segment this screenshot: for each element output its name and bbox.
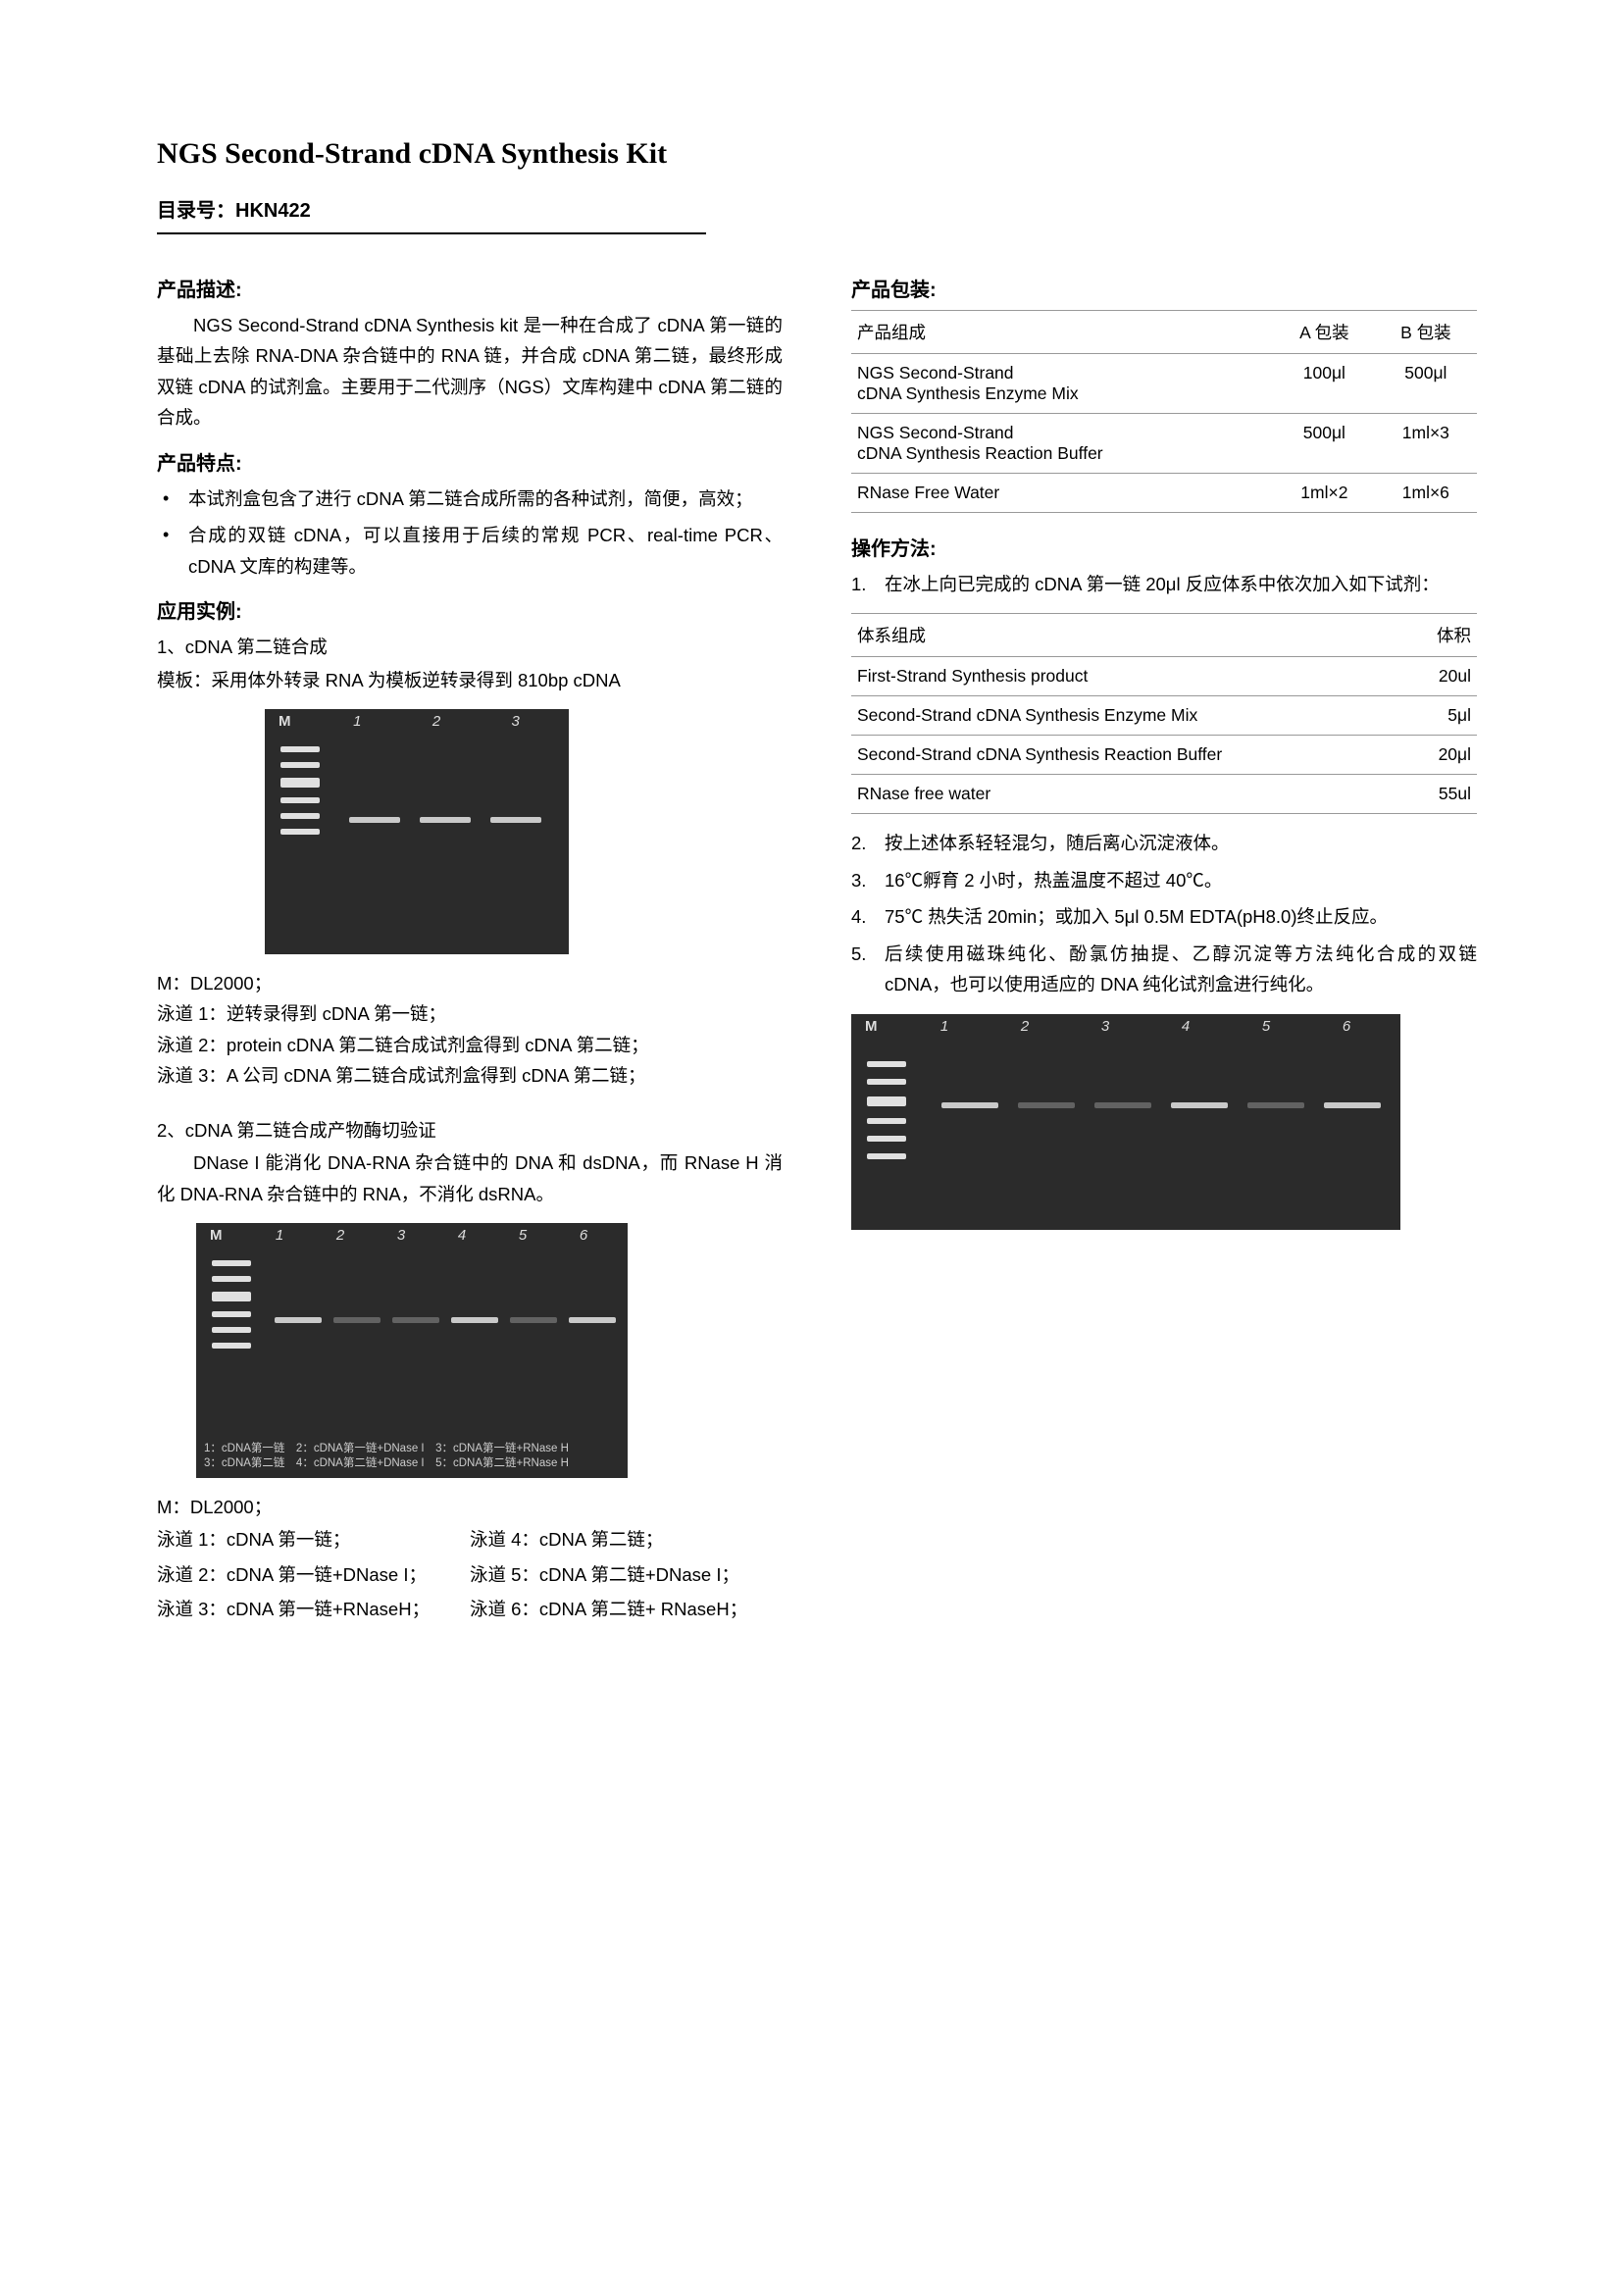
pack-cell: NGS Second-Strand cDNA Synthesis Reactio… [851,414,1274,474]
feature-list: 本试剂盒包含了进行 cDNA 第二链合成所需的各种试剂，简便，高效； 合成的双链… [157,484,783,582]
gel3-lane-5: 5 [1226,1018,1306,1035]
gel2-lane5-label: 泳道 5：cDNA 第二链+DNase I； [470,1557,783,1592]
gel2-lane-5: 5 [492,1227,553,1244]
section-desc-title: 产品描述: [157,274,783,302]
method-steps-top: 在冰上向已完成的 cDNA 第一链 20μl 反应体系中依次加入如下试剂： [851,569,1477,599]
desc-text: NGS Second-Strand cDNA Synthesis kit 是一种… [157,310,783,433]
catalog-number: 目录号：HKN422 [157,194,1477,223]
section-pack-title: 产品包装: [851,274,1477,302]
section-examples-title: 应用实例: [157,595,783,624]
gel3-lane-1: 1 [904,1018,985,1035]
packaging-table: 产品组成 A 包装 B 包装 NGS Second-Strand cDNA Sy… [851,310,1477,513]
gel-image-2: M 1 2 3 4 5 6 1：cDNA第一链 2：cDN [196,1223,628,1478]
pack-col-1: A 包装 [1274,311,1375,354]
mix-cell: 5μl [1389,696,1477,736]
gel-image-3: M 1 2 3 4 5 6 [851,1014,1400,1230]
pack-cell: 500μl [1375,354,1477,414]
table-row: NGS Second-Strand cDNA Synthesis Reactio… [851,414,1477,474]
pack-col-0: 产品组成 [851,311,1274,354]
gel1-ladder [280,746,320,835]
example2-sub: DNase I 能消化 DNA-RNA 杂合链中的 DNA 和 dsDNA，而 … [157,1147,783,1209]
gel2-lane-2: 2 [310,1227,371,1244]
table-row: RNase Free Water 1ml×2 1ml×6 [851,474,1477,513]
gel1-lane-1: 1 [318,713,397,730]
example1-sub: 模板：采用体外转录 RNA 为模板逆转录得到 810bp cDNA [157,665,783,695]
gel2-lane-3: 3 [371,1227,431,1244]
mix-cell: 20ul [1389,657,1477,696]
table-row: Second-Strand cDNA Synthesis Enzyme Mix … [851,696,1477,736]
example2-title: 2、cDNA 第二链合成产物酶切验证 [157,1115,783,1146]
gel2-lane-m: M [210,1227,249,1244]
gel2-lane-1: 1 [249,1227,310,1244]
step-1: 在冰上向已完成的 cDNA 第一链 20μl 反应体系中依次加入如下试剂： [851,569,1477,599]
gel1-lane3-label: 泳道 3：A 公司 cDNA 第二链合成试剂盒得到 cDNA 第二链； [157,1060,783,1091]
gel2-lane-grid: 泳道 1：cDNA 第一链； 泳道 2：cDNA 第一链+DNase I； 泳道… [157,1522,783,1625]
gel1-m-label: M：DL2000； [157,968,783,998]
step-2: 按上述体系轻轻混匀，随后离心沉淀液体。 [851,828,1477,858]
gel2-lane3-label: 泳道 3：cDNA 第一链+RNaseH； [157,1592,470,1626]
gel1-lane2-label: 泳道 2：protein cDNA 第二链合成试剂盒得到 cDNA 第二链； [157,1030,783,1060]
gel2-caption: 1：cDNA第一链 2：cDNA第一链+DNase I 3：cDNA第一链+RN… [196,1439,628,1474]
gel1-lane-2: 2 [397,713,477,730]
gel1-legend: M：DL2000； 泳道 1：逆转录得到 cDNA 第一链； 泳道 2：prot… [157,968,783,1092]
left-column: 产品描述: NGS Second-Strand cDNA Synthesis k… [157,262,783,1626]
mix-cell: Second-Strand cDNA Synthesis Reaction Bu… [851,736,1389,775]
pack-cell: 1ml×3 [1375,414,1477,474]
gel3-lane-3: 3 [1065,1018,1145,1035]
gel2-legend: M：DL2000； [157,1492,783,1522]
section-features-title: 产品特点: [157,447,783,476]
mix-cell: RNase free water [851,775,1389,814]
gel2-lane1-label: 泳道 1：cDNA 第一链； [157,1522,470,1556]
pack-cell: NGS Second-Strand cDNA Synthesis Enzyme … [851,354,1274,414]
gel2-lane-4: 4 [431,1227,492,1244]
gel2-lane6-label: 泳道 6：cDNA 第二链+ RNaseH； [470,1592,783,1626]
gel1-lane-m: M [279,713,318,730]
mix-table: 体系组成 体积 First-Strand Synthesis product 2… [851,613,1477,814]
mix-col-1: 体积 [1389,614,1477,657]
method-steps-rest: 按上述体系轻轻混匀，随后离心沉淀液体。 16℃孵育 2 小时，热盖温度不超过 4… [851,828,1477,999]
gel2-lane2-label: 泳道 2：cDNA 第一链+DNase I； [157,1557,470,1592]
section-method-title: 操作方法: [851,533,1477,561]
feature-item: 合成的双链 cDNA，可以直接用于后续的常规 PCR、real-time PCR… [157,520,783,582]
gel-image-1: M 1 2 3 [265,709,569,954]
gel2-m-label: M：DL2000； [157,1492,783,1522]
pack-col-2: B 包装 [1375,311,1477,354]
gel3-ladder [867,1061,906,1159]
mix-col-0: 体系组成 [851,614,1389,657]
pack-cell: 500μl [1274,414,1375,474]
gel3-lane-4: 4 [1145,1018,1226,1035]
gel2-lane4-label: 泳道 4：cDNA 第二链； [470,1522,783,1556]
feature-item: 本试剂盒包含了进行 cDNA 第二链合成所需的各种试剂，简便，高效； [157,484,783,514]
mix-cell: First-Strand Synthesis product [851,657,1389,696]
gel1-lane-3: 3 [476,713,555,730]
mix-cell: 20μl [1389,736,1477,775]
table-row: RNase free water 55ul [851,775,1477,814]
right-column: 产品包装: 产品组成 A 包装 B 包装 NGS Second-Strand c… [851,262,1477,1626]
gel3-lane-2: 2 [985,1018,1065,1035]
pack-cell: 1ml×6 [1375,474,1477,513]
divider [157,232,706,234]
step-4: 75℃ 热失活 20min；或加入 5μl 0.5M EDTA(pH8.0)终止… [851,901,1477,932]
step-5: 后续使用磁珠纯化、酚氯仿抽提、乙醇沉淀等方法纯化合成的双链 cDNA，也可以使用… [851,939,1477,1000]
table-row: Second-Strand cDNA Synthesis Reaction Bu… [851,736,1477,775]
pack-cell: RNase Free Water [851,474,1274,513]
pack-cell: 1ml×2 [1274,474,1375,513]
gel3-lane-m: M [865,1018,904,1035]
pack-cell: 100μl [1274,354,1375,414]
mix-cell: 55ul [1389,775,1477,814]
gel1-lane1-label: 泳道 1：逆转录得到 cDNA 第一链； [157,998,783,1029]
table-row: First-Strand Synthesis product 20ul [851,657,1477,696]
gel2-ladder [212,1260,251,1349]
table-row: NGS Second-Strand cDNA Synthesis Enzyme … [851,354,1477,414]
example1-title: 1、cDNA 第二链合成 [157,632,783,662]
step-3: 16℃孵育 2 小时，热盖温度不超过 40℃。 [851,865,1477,895]
gel3-lane-6: 6 [1306,1018,1387,1035]
gel2-lane-6: 6 [553,1227,614,1244]
page-title: NGS Second-Strand cDNA Synthesis Kit [157,137,1477,171]
mix-cell: Second-Strand cDNA Synthesis Enzyme Mix [851,696,1389,736]
